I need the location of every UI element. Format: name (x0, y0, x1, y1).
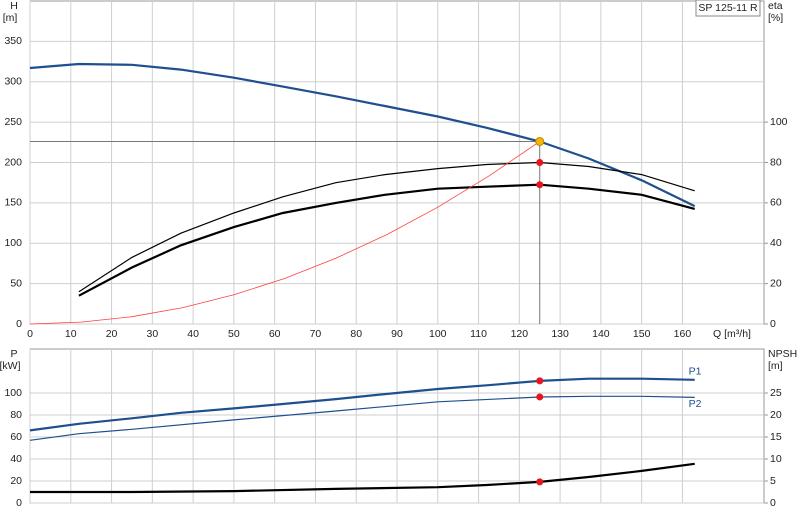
series-line (29, 141, 540, 325)
y-tick-label: 0 (16, 497, 22, 509)
y2-tick-label: 20 (770, 409, 782, 421)
x-tick-label: 70 (310, 328, 322, 340)
operating-dot (536, 159, 544, 166)
x-tick-label: 10 (65, 328, 77, 340)
chart-title: SP 125-11 R (698, 2, 758, 14)
x-tick-label: 20 (106, 328, 118, 340)
y-tick-label: 250 (4, 116, 22, 128)
duty-point (535, 137, 545, 147)
y2-tick-label: 25 (770, 387, 782, 399)
y2-axis-label: NPSH (768, 348, 797, 360)
y-tick-label: 300 (4, 76, 22, 88)
x-tick-label: 150 (633, 328, 651, 340)
x-tick-label: 40 (187, 328, 199, 340)
y2-tick-label: 20 (770, 277, 782, 289)
series-line (29, 377, 695, 432)
y-axis-label: [kW] (0, 360, 21, 372)
operating-dot (536, 377, 544, 385)
y-tick-label: 80 (10, 409, 22, 421)
series-line (29, 62, 696, 208)
series-line (78, 161, 695, 293)
series-label: P2 (689, 398, 702, 410)
operating-dot (536, 181, 544, 189)
y2-axis-label: [m] (768, 360, 783, 372)
x-tick-label: 30 (146, 328, 158, 340)
y-tick-label: 50 (10, 277, 22, 289)
operating-dot (536, 478, 544, 486)
y-axis-label: P (10, 348, 17, 360)
x-tick-label: 140 (592, 328, 610, 340)
y2-tick-label: 60 (770, 197, 782, 209)
series-line (29, 395, 695, 441)
x-tick-label: 120 (511, 328, 529, 340)
x-tick-label: 130 (551, 328, 569, 340)
x-tick-label: 60 (269, 328, 281, 340)
y-axis-label: H (10, 0, 18, 12)
y2-tick-label: 80 (770, 156, 782, 168)
y2-tick-label: 15 (770, 431, 782, 443)
operating-dot (536, 393, 544, 401)
x-axis-label: Q [m³/h] (713, 328, 751, 340)
y-tick-label: 150 (4, 197, 22, 209)
x-tick-label: 110 (470, 328, 487, 340)
y-tick-label: 0 (16, 318, 22, 330)
series-line (30, 462, 695, 494)
x-tick-label: 160 (674, 328, 692, 340)
y2-tick-label: 0 (770, 318, 776, 330)
y2-tick-label: 40 (770, 237, 782, 249)
y-tick-label: 60 (10, 431, 22, 443)
y2-tick-label: 0 (770, 497, 776, 509)
x-tick-label: 50 (228, 328, 240, 340)
y-tick-label: 40 (10, 453, 22, 465)
y2-axis-label: eta (768, 0, 783, 12)
y-tick-label: 100 (4, 237, 22, 249)
x-tick-label: 0 (27, 328, 33, 340)
y2-tick-label: 5 (770, 475, 776, 487)
title-box (695, 0, 761, 17)
x-tick-label: 80 (350, 328, 362, 340)
y-tick-label: 350 (4, 35, 22, 47)
series-line (78, 183, 695, 297)
y-tick-label: 20 (10, 475, 22, 487)
y2-axis-label: [%] (768, 12, 783, 24)
y2-tick-label: 100 (770, 116, 788, 128)
y2-tick-label: 10 (770, 453, 782, 465)
series-label: P1 (689, 366, 702, 378)
y-axis-label: [m] (3, 12, 18, 24)
y-tick-label: 100 (4, 387, 22, 399)
y-tick-label: 200 (4, 156, 22, 168)
x-tick-label: 90 (391, 328, 403, 340)
x-tick-label: 100 (429, 328, 447, 340)
